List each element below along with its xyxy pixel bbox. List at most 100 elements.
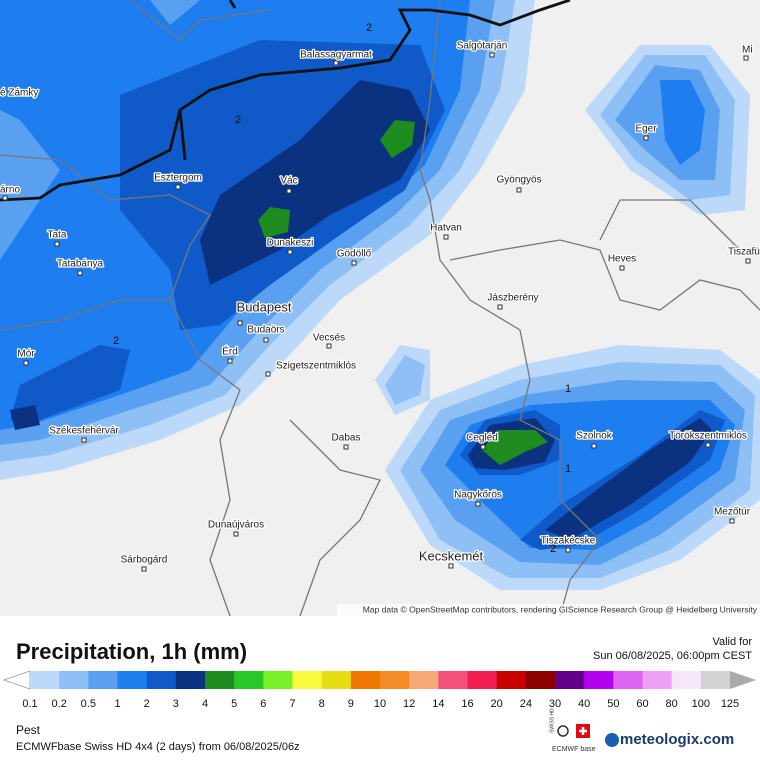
place-dot	[141, 566, 147, 572]
legend-swatch	[467, 671, 497, 689]
legend-swatch	[117, 671, 147, 689]
legend-swatch	[613, 671, 643, 689]
legend-swatch	[671, 671, 702, 689]
place-label: Érd	[222, 345, 238, 358]
place-label: Mezőtúr	[714, 507, 751, 518]
place-dot	[287, 249, 293, 255]
place-label: Jászberény	[487, 293, 538, 304]
legend-label: 16	[461, 698, 473, 710]
place-label: árno	[0, 185, 20, 196]
legend-label: 125	[721, 698, 739, 710]
place-label: é Zámky	[0, 88, 38, 99]
legend-swatch	[642, 671, 672, 689]
legend-swatch	[525, 671, 556, 689]
place-label: Mi	[742, 45, 753, 56]
contour-label: 2	[550, 543, 556, 555]
place-label: Mór	[17, 349, 35, 360]
model-info: ECMWFbase Swiss HD 4x4 (2 days) from 06/…	[16, 741, 300, 753]
place-label: Törökszentmiklós	[669, 431, 747, 442]
brand: meteologix.com	[620, 731, 734, 748]
place-dot	[705, 442, 711, 448]
legend-label: 40	[578, 698, 590, 710]
legend-swatch	[30, 671, 60, 689]
place-label: Tata	[48, 230, 67, 241]
place-label: Székesfehérvár	[49, 426, 119, 437]
place-dot	[333, 60, 339, 66]
place-label: Dunakeszi	[267, 238, 314, 249]
legend-swatch	[205, 671, 235, 689]
legend-label: 60	[636, 698, 648, 710]
place-dot	[2, 195, 8, 201]
place-dot	[351, 260, 357, 266]
legend-label: 0.5	[81, 698, 96, 710]
place-dot	[565, 547, 571, 553]
legend-label: 14	[432, 698, 444, 710]
legend-label: 20	[491, 698, 503, 710]
legend-swatch	[146, 671, 177, 689]
legend-label: 2	[144, 698, 150, 710]
place-label: Gyöngyös	[496, 175, 541, 186]
place-dot	[77, 270, 83, 276]
place-dot	[475, 501, 481, 507]
place-dot	[227, 358, 233, 364]
legend-swatch	[438, 671, 468, 689]
legend-label: 0.1	[22, 698, 37, 710]
place-label: Tiszakécske	[541, 536, 596, 547]
contour-label: 2	[235, 114, 241, 126]
legend-swatch	[263, 671, 293, 689]
legend-label: 50	[607, 698, 619, 710]
legend-label: 3	[173, 698, 179, 710]
attribution: Map data © OpenStreetMap contributors, r…	[363, 604, 758, 614]
legend-swatch	[234, 671, 264, 689]
place-dot	[23, 360, 29, 366]
legend: 0.1 0.2 0.5 1 2 3 4 5 6 7 8 9 10 12 14 16 20 24 30 40 50 60 80…	[2, 670, 756, 710]
contour-label: 1	[565, 463, 571, 475]
place-dot	[745, 258, 751, 264]
place-dot	[81, 437, 87, 443]
place-dot	[286, 188, 292, 194]
place-dot	[489, 52, 495, 58]
legend-arrow-right	[730, 671, 756, 689]
legend-swatch	[555, 671, 585, 689]
legend-label: 6	[260, 698, 266, 710]
logo-bottom: ECMWF base	[552, 746, 596, 753]
place-label: Gödöllő	[337, 249, 372, 260]
legend-swatch	[292, 671, 322, 689]
legend-label: 10	[374, 698, 386, 710]
place-dot	[175, 184, 181, 190]
legend-label: 8	[319, 698, 325, 710]
place-dot	[619, 265, 625, 271]
place-dot	[233, 531, 239, 537]
legend-label: 30	[549, 698, 561, 710]
legend-swatch	[175, 671, 206, 689]
place-dot	[343, 444, 349, 450]
place-dot	[516, 187, 522, 193]
legend-label: 80	[666, 698, 678, 710]
title: Precipitation, 1h (mm)	[16, 639, 247, 664]
legend-label: 24	[520, 698, 532, 710]
place-labels: é Zámky Balassagyarmat Salgótarján Mi Eger Es…	[0, 22, 760, 572]
legend-label: 5	[231, 698, 237, 710]
place-dot	[443, 234, 449, 240]
logo-top: SWISS HD	[549, 708, 555, 733]
legend-label: 100	[692, 698, 710, 710]
place-label: Esztergom	[154, 173, 202, 184]
place-dot	[480, 444, 486, 450]
place-dot	[265, 371, 271, 377]
contour-label: 2	[113, 335, 119, 347]
legend-swatch	[409, 671, 439, 689]
place-label: Budaörs	[247, 325, 284, 336]
valid-time: Sun 06/08/2025, 06:00pm CEST	[593, 650, 752, 662]
place-label: Balassagyarmat	[300, 50, 372, 61]
place-dot	[448, 563, 454, 569]
place-label: Vecsés	[313, 333, 345, 344]
place-label: Tiszafü	[728, 247, 760, 258]
place-dot	[54, 241, 60, 247]
place-dot	[497, 304, 503, 310]
place-label: Kecskemét	[419, 548, 484, 563]
logo: SWISS HD ECMWF base meteologix.com	[549, 708, 734, 753]
place-label: Hatvan	[430, 223, 462, 234]
place-label: Salgótarján	[457, 41, 508, 52]
place-dot	[326, 343, 332, 349]
